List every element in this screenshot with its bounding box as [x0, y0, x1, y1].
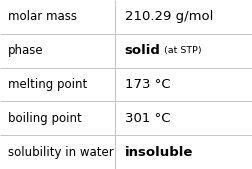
Text: 301 °C: 301 °C [125, 112, 170, 125]
Text: solid: solid [125, 44, 161, 57]
Text: (at STP): (at STP) [164, 46, 201, 55]
Text: 210.29 g/mol: 210.29 g/mol [125, 10, 213, 23]
Text: boiling point: boiling point [8, 112, 81, 125]
Text: 173 °C: 173 °C [125, 78, 170, 91]
Text: melting point: melting point [8, 78, 87, 91]
Text: insoluble: insoluble [125, 146, 193, 159]
Text: phase: phase [8, 44, 43, 57]
Text: molar mass: molar mass [8, 10, 77, 23]
Text: solubility in water: solubility in water [8, 146, 113, 159]
